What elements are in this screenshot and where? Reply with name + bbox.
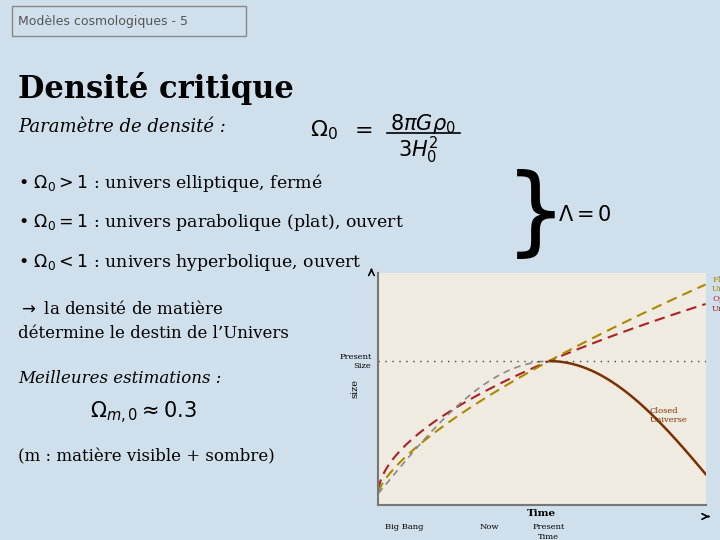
Text: détermine le destin de l’Univers: détermine le destin de l’Univers — [18, 325, 289, 342]
Text: Meilleures estimations :: Meilleures estimations : — [18, 370, 221, 387]
Text: Closed
Universe: Closed Universe — [650, 407, 688, 424]
Text: Present
Time: Present Time — [532, 523, 564, 540]
X-axis label: Time: Time — [527, 509, 557, 518]
Text: $\rightarrow$ la densité de matière: $\rightarrow$ la densité de matière — [18, 300, 223, 318]
Text: Open
Universe: Open Universe — [712, 295, 720, 313]
Text: size: size — [351, 379, 359, 399]
FancyBboxPatch shape — [12, 6, 246, 36]
Text: Present
Size: Present Size — [339, 353, 372, 370]
Text: $=$: $=$ — [350, 118, 372, 140]
Text: $3H_0^2$: $3H_0^2$ — [398, 135, 438, 166]
Text: (m : matière visible + sombre): (m : matière visible + sombre) — [18, 448, 275, 465]
Text: • $\Omega_0 = 1$ : univers parabolique (plat), ouvert: • $\Omega_0 = 1$ : univers parabolique (… — [18, 212, 404, 233]
Text: $8\pi G\rho_0$: $8\pi G\rho_0$ — [390, 112, 456, 136]
Text: Modèles cosmologiques - 5: Modèles cosmologiques - 5 — [18, 15, 188, 28]
Text: Big Bang: Big Bang — [384, 523, 423, 531]
Text: • $\Omega_0 > 1$ : univers elliptique, fermé: • $\Omega_0 > 1$ : univers elliptique, f… — [18, 172, 323, 194]
Text: $\Omega_0$: $\Omega_0$ — [310, 118, 338, 141]
Text: $\Omega_{m,0} \approx 0.3$: $\Omega_{m,0} \approx 0.3$ — [90, 400, 197, 426]
Text: Paramètre de densité :: Paramètre de densité : — [18, 118, 226, 136]
Text: • $\Omega_0 < 1$ : univers hyperbolique, ouvert: • $\Omega_0 < 1$ : univers hyperbolique,… — [18, 252, 361, 273]
Text: $\}$: $\}$ — [504, 168, 556, 262]
Text: Densité critique: Densité critique — [18, 72, 294, 105]
Text: Flat
Universe: Flat Universe — [712, 276, 720, 293]
Text: Now: Now — [480, 523, 499, 531]
Text: $\Lambda = 0$: $\Lambda = 0$ — [558, 205, 612, 225]
